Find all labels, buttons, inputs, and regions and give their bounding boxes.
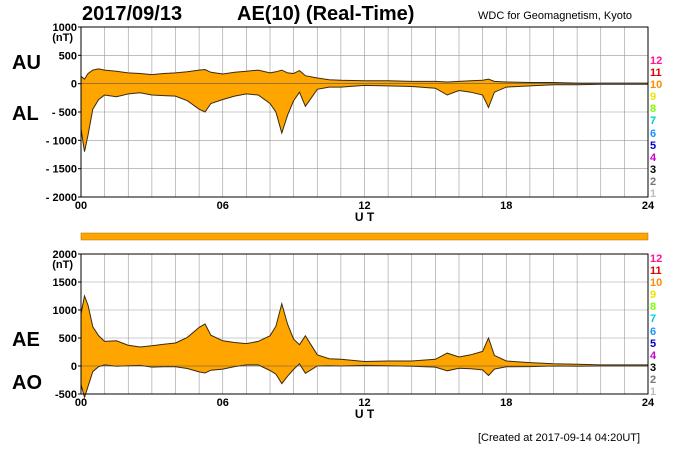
- panel-1: 1000 500 0 - 500 - 1000 - 1500 - 2000 (nT) 00 06 1…: [46, 22, 655, 224]
- series-line-al: [80, 83, 648, 152]
- station-label-10: 10: [650, 79, 663, 92]
- x-tick-label: 18: [500, 200, 512, 212]
- x-tick-label: 06: [217, 200, 229, 212]
- station-legend-bottom: 12 11 10 9 8 7 6 5 4 3 2 1: [650, 253, 670, 398]
- area-fill: [81, 296, 648, 398]
- data-coverage-bar: [80, 232, 649, 241]
- station-label-6: 6: [650, 325, 657, 338]
- station-label-2: 2: [650, 373, 657, 386]
- x-tick-label: 12: [358, 397, 370, 409]
- y-tick-label: - 1000: [46, 135, 77, 147]
- y-unit-label: (nT): [52, 32, 73, 44]
- y-tick-label: 0: [71, 79, 77, 91]
- station-label-11: 11: [650, 67, 662, 80]
- x-axis-label: U T: [355, 210, 375, 224]
- area-fill: [81, 68, 648, 152]
- y-tick-label: - 2000: [46, 192, 77, 204]
- y-tick-label: 500: [59, 333, 77, 345]
- y-tick-label: 1000: [53, 22, 77, 34]
- station-label-7: 7: [650, 115, 657, 128]
- station-label-8: 8: [650, 103, 657, 116]
- x-tick-label: 00: [75, 397, 87, 409]
- institution-label: WDC for Geomagnetism, Kyoto: [478, 10, 633, 22]
- station-label-12: 12: [650, 55, 663, 67]
- date-title: 2017/09/13: [82, 3, 183, 25]
- y-unit-label: (nT): [52, 259, 73, 271]
- series-line-ao: [80, 363, 648, 400]
- station-label-3: 3: [650, 361, 657, 374]
- series-line-ae: [80, 294, 648, 366]
- station-legend-top: 12 11 10 9 8 7 6 5 4 3 2 1: [650, 55, 670, 200]
- x-tick-label: 06: [217, 397, 229, 409]
- y-tick-label: 2000: [53, 249, 77, 261]
- x-axis-label: U T: [355, 407, 375, 421]
- x-tick-label: 00: [75, 200, 87, 212]
- created-timestamp: [Created at 2017-09-14 04:20UT]: [478, 432, 641, 444]
- panel1-lower-label: AL: [12, 103, 39, 125]
- station-label-6: 6: [650, 127, 657, 140]
- station-label-11: 11: [650, 265, 662, 278]
- y-tick-label: 1000: [53, 305, 77, 317]
- chart-title: AE(10) (Real-Time): [237, 3, 415, 25]
- station-label-1: 1: [650, 188, 657, 201]
- station-label-9: 9: [650, 91, 657, 104]
- station-label-10: 10: [650, 277, 663, 290]
- x-tick-label: 24: [642, 397, 655, 409]
- station-label-5: 5: [650, 337, 657, 350]
- station-label-1: 1: [650, 386, 657, 399]
- station-label-12: 12: [650, 253, 663, 265]
- y-tick-label: 1500: [53, 277, 77, 289]
- station-label-5: 5: [650, 139, 657, 152]
- x-tick-label: 12: [358, 200, 370, 212]
- panel2-lower-label: AO: [12, 372, 42, 394]
- station-label-7: 7: [650, 313, 657, 326]
- y-tick-label: 0: [71, 361, 77, 373]
- x-tick-label: 18: [500, 397, 512, 409]
- station-label-4: 4: [650, 151, 657, 164]
- y-tick-label: - 500: [52, 107, 77, 119]
- plot-frame: [80, 253, 649, 395]
- panel2-upper-label: AE: [12, 329, 40, 351]
- y-tick-label: - 1500: [46, 164, 77, 176]
- y-tick-label: -500: [55, 389, 77, 401]
- x-tick-label: 24: [642, 200, 655, 212]
- series-line-au: [80, 68, 648, 84]
- panel1-upper-label: AU: [12, 52, 41, 74]
- station-label-3: 3: [650, 163, 657, 176]
- station-label-2: 2: [650, 175, 657, 188]
- station-label-8: 8: [650, 301, 657, 314]
- station-label-9: 9: [650, 289, 657, 302]
- y-tick-label: 500: [59, 50, 77, 62]
- station-label-4: 4: [650, 349, 657, 362]
